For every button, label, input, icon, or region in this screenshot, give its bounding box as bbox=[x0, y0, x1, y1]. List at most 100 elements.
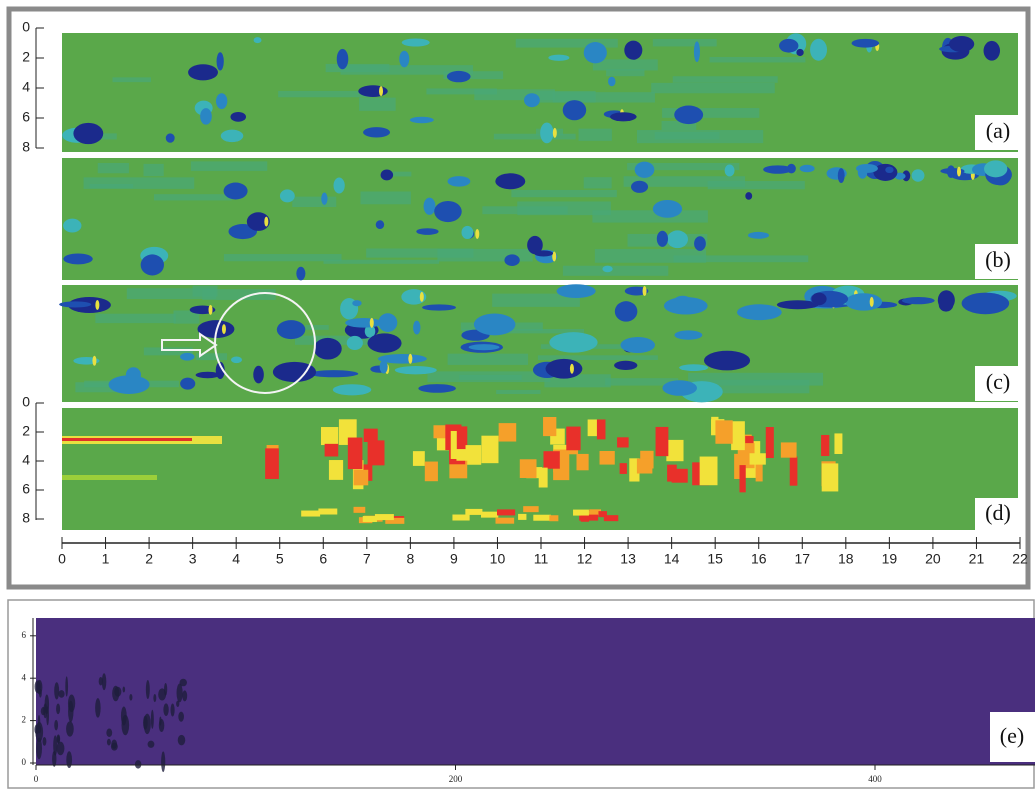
tick-label: 6 bbox=[22, 481, 30, 497]
blob bbox=[166, 133, 175, 142]
cell bbox=[637, 459, 652, 474]
blob bbox=[180, 353, 194, 361]
blob bbox=[254, 37, 262, 43]
texture bbox=[224, 254, 342, 261]
tick-label: 6 bbox=[319, 551, 327, 567]
panel-label: (b) bbox=[985, 247, 1011, 272]
feature bbox=[57, 734, 61, 743]
texture bbox=[538, 355, 658, 360]
blob bbox=[413, 321, 420, 335]
blob bbox=[209, 305, 213, 315]
cell bbox=[666, 440, 683, 461]
blob bbox=[474, 314, 516, 336]
cell bbox=[617, 437, 629, 447]
cell bbox=[363, 516, 377, 522]
tick-label: 1 bbox=[102, 551, 110, 567]
blob bbox=[141, 254, 164, 275]
blob bbox=[363, 127, 390, 137]
texture bbox=[95, 314, 175, 323]
blob bbox=[402, 38, 430, 46]
blob bbox=[378, 313, 397, 332]
blob bbox=[73, 123, 103, 144]
blob bbox=[984, 41, 1000, 61]
feature bbox=[153, 694, 156, 702]
feature bbox=[178, 712, 184, 722]
cell bbox=[573, 510, 589, 516]
blob bbox=[838, 168, 845, 183]
blob bbox=[873, 164, 897, 181]
tick-label: 0 bbox=[34, 774, 39, 784]
blob bbox=[399, 51, 409, 68]
band bbox=[62, 438, 192, 441]
blob bbox=[109, 375, 150, 394]
texture bbox=[459, 375, 521, 380]
cell bbox=[656, 427, 669, 456]
blob bbox=[461, 226, 473, 239]
cell bbox=[756, 464, 763, 481]
blob bbox=[224, 183, 248, 200]
cell bbox=[543, 417, 556, 436]
blob bbox=[63, 253, 92, 264]
blob bbox=[674, 330, 702, 339]
feature bbox=[68, 695, 75, 712]
cell bbox=[581, 516, 589, 522]
blob bbox=[947, 165, 955, 178]
cell bbox=[348, 438, 363, 470]
blob bbox=[180, 378, 195, 390]
blob bbox=[694, 236, 706, 251]
tick-label: 8 bbox=[22, 510, 30, 526]
feature bbox=[38, 725, 41, 733]
blob bbox=[217, 52, 224, 70]
blob bbox=[635, 162, 655, 178]
tick-label: 7 bbox=[363, 551, 371, 567]
blob bbox=[92, 356, 96, 366]
feature bbox=[129, 694, 132, 701]
panel-label: (d) bbox=[985, 500, 1011, 525]
cell bbox=[495, 518, 514, 524]
texture bbox=[595, 249, 706, 263]
texture bbox=[202, 289, 275, 300]
cell bbox=[499, 423, 517, 441]
blob bbox=[527, 236, 543, 254]
blob bbox=[422, 304, 456, 310]
blob bbox=[885, 167, 893, 173]
blob bbox=[800, 165, 815, 172]
feature bbox=[112, 686, 119, 702]
feature bbox=[46, 706, 49, 725]
feature bbox=[107, 739, 111, 746]
tick-label: 8 bbox=[22, 139, 30, 155]
feature bbox=[111, 743, 118, 751]
blob bbox=[424, 198, 436, 215]
texture bbox=[278, 91, 372, 97]
texture bbox=[563, 266, 668, 276]
tick-label: 2 bbox=[145, 551, 153, 567]
blob bbox=[395, 366, 437, 374]
feature bbox=[54, 682, 59, 699]
tick-label: 13 bbox=[620, 551, 636, 567]
texture bbox=[154, 194, 232, 200]
tick-label: 6 bbox=[22, 630, 27, 640]
blob bbox=[620, 337, 655, 353]
texture bbox=[651, 83, 775, 93]
blob bbox=[662, 380, 697, 396]
cell bbox=[301, 511, 320, 517]
blob bbox=[367, 333, 401, 353]
blob bbox=[221, 130, 244, 143]
blob bbox=[314, 338, 342, 360]
tick-label: 22 bbox=[1012, 551, 1028, 567]
feature bbox=[164, 683, 167, 696]
texture bbox=[90, 184, 133, 188]
feature bbox=[135, 760, 141, 768]
blob bbox=[667, 230, 688, 248]
feature bbox=[65, 676, 68, 696]
feature bbox=[66, 721, 74, 736]
blob bbox=[852, 39, 880, 48]
cell bbox=[354, 470, 369, 486]
blob bbox=[614, 361, 637, 370]
blob bbox=[277, 320, 305, 339]
cell bbox=[566, 427, 580, 451]
cell bbox=[520, 459, 537, 478]
blob bbox=[602, 266, 612, 273]
texture bbox=[653, 39, 717, 46]
feature bbox=[57, 742, 65, 756]
